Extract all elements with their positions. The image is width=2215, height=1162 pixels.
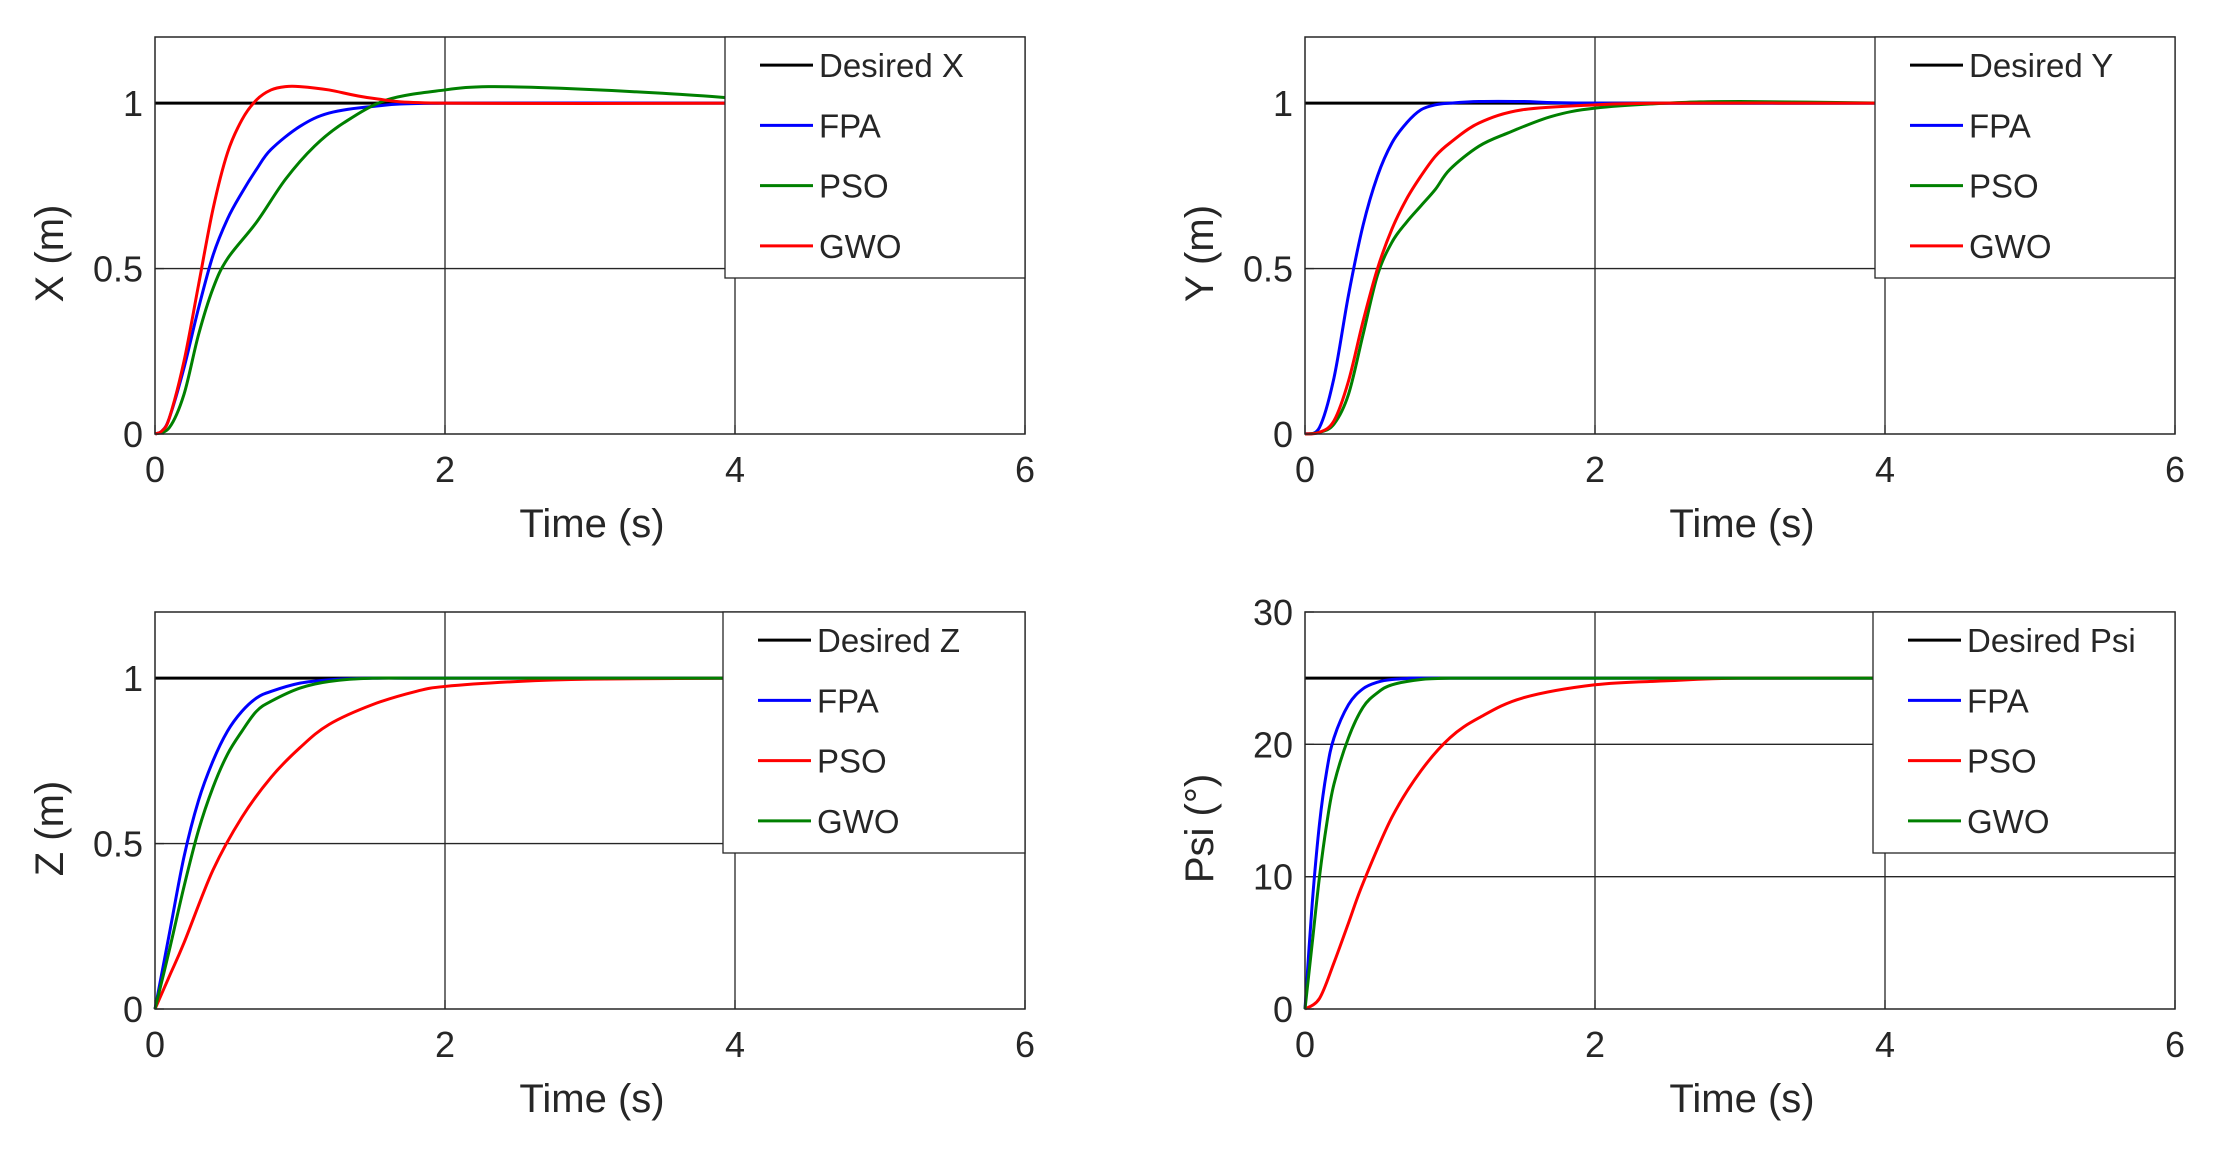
legend-label: GWO — [1969, 228, 2051, 265]
x-tick-label: 0 — [145, 449, 165, 490]
legend-label: Desired X — [819, 47, 964, 84]
x-tick-label: 4 — [1875, 449, 1895, 490]
y-tick-label: 1 — [1273, 83, 1293, 124]
y-tick-label: 0 — [1273, 414, 1293, 455]
legend-label: PSO — [1967, 743, 2037, 780]
series-lines — [1303, 676, 1886, 1011]
legend-box — [722, 611, 1026, 854]
chart-top-right: 0 2 4 6 0 0.5 1 Time (s) Y (m) Desired Y FPA PSO GWO — [1178, 36, 2185, 546]
legend-label: PSO — [817, 743, 887, 780]
x-tick-label: 2 — [1585, 1024, 1605, 1065]
legend: Desired Y FPA PSO GWO — [1874, 36, 2176, 279]
series-line-gwo — [154, 84, 736, 436]
x-tick-label: 4 — [725, 1024, 745, 1065]
x-tick-label: 6 — [2165, 1024, 2185, 1065]
x-tick-label: 6 — [2165, 449, 2185, 490]
y-tick-label: 0 — [1273, 989, 1293, 1030]
x-tick-label: 6 — [1015, 449, 1035, 490]
legend: Desired X FPA PSO GWO — [724, 36, 1026, 279]
y-tick-label: 0 — [123, 414, 143, 455]
legend-box — [1872, 611, 2176, 854]
legend: Desired Z FPA PSO GWO — [722, 611, 1026, 854]
y-tick-label: 0.5 — [1243, 249, 1293, 290]
series-line-pso — [1304, 676, 1886, 1011]
x-tick-label: 0 — [145, 1024, 165, 1065]
legend-label: FPA — [819, 107, 881, 144]
legend-label: Desired Psi — [1967, 622, 2136, 659]
chart-bottom-right: 0 2 4 6 0 10 20 30 Time (s) Psi (°) Desired Psi FPA… — [1178, 592, 2185, 1121]
y-tick-label: 0 — [123, 989, 143, 1030]
series-lines — [1304, 99, 1886, 436]
series-lines — [153, 676, 736, 1010]
legend-label: GWO — [819, 228, 901, 265]
y-tick-label: 10 — [1253, 857, 1293, 898]
x-tick-label: 4 — [725, 449, 745, 490]
x-tick-label: 6 — [1015, 1024, 1035, 1065]
legend-label: Desired Y — [1969, 47, 2113, 84]
legend-label: FPA — [1969, 107, 2031, 144]
x-axis-label: Time (s) — [1669, 1077, 1814, 1121]
series-line-gwo — [1304, 101, 1886, 436]
series-lines — [154, 84, 736, 436]
y-axis-label: Y (m) — [1178, 205, 1222, 302]
legend: Desired Psi FPA PSO GWO — [1872, 611, 2176, 854]
x-axis-label: Time (s) — [519, 502, 664, 546]
legend-label: PSO — [819, 168, 889, 205]
x-tick-label: 2 — [435, 449, 455, 490]
y-tick-label: 30 — [1253, 592, 1293, 633]
y-axis-label: X (m) — [28, 205, 72, 303]
y-axis-label: Psi (°) — [1178, 774, 1222, 883]
legend-label: FPA — [1967, 682, 2029, 719]
x-tick-label: 0 — [1295, 449, 1315, 490]
legend-label: PSO — [1969, 168, 2039, 205]
series-line-gwo — [1303, 676, 1885, 1010]
y-tick-label: 1 — [123, 83, 143, 124]
chart-top-left: 0 2 4 6 0 0.5 1 Time (s) X (m) Desired X FPA PSO GWO — [28, 36, 1035, 546]
legend-label: GWO — [817, 803, 899, 840]
legend-label: GWO — [1967, 803, 2049, 840]
y-tick-label: 1 — [123, 658, 143, 699]
y-tick-label: 0.5 — [93, 824, 143, 865]
series-line-fpa — [1304, 99, 1886, 436]
x-tick-label: 4 — [1875, 1024, 1895, 1065]
y-axis-label: Z (m) — [28, 781, 72, 877]
series-line-pso — [153, 676, 736, 1010]
x-axis-label: Time (s) — [1669, 502, 1814, 546]
y-tick-label: 0.5 — [93, 249, 143, 290]
x-axis-label: Time (s) — [519, 1077, 664, 1121]
series-line-pso — [154, 85, 736, 436]
x-tick-label: 2 — [435, 1024, 455, 1065]
legend-box — [1874, 36, 2176, 279]
chart-bottom-left: 0 2 4 6 0 0.5 1 Time (s) Z (m) Desired Z FPA PSO GWO — [28, 611, 1035, 1121]
x-tick-label: 2 — [1585, 449, 1605, 490]
series-line-gwo — [153, 676, 735, 1010]
x-tick-label: 0 — [1295, 1024, 1315, 1065]
legend-label: FPA — [817, 682, 879, 719]
legend-box — [724, 36, 1026, 279]
legend-label: Desired Z — [817, 622, 960, 659]
y-tick-label: 20 — [1253, 724, 1293, 765]
